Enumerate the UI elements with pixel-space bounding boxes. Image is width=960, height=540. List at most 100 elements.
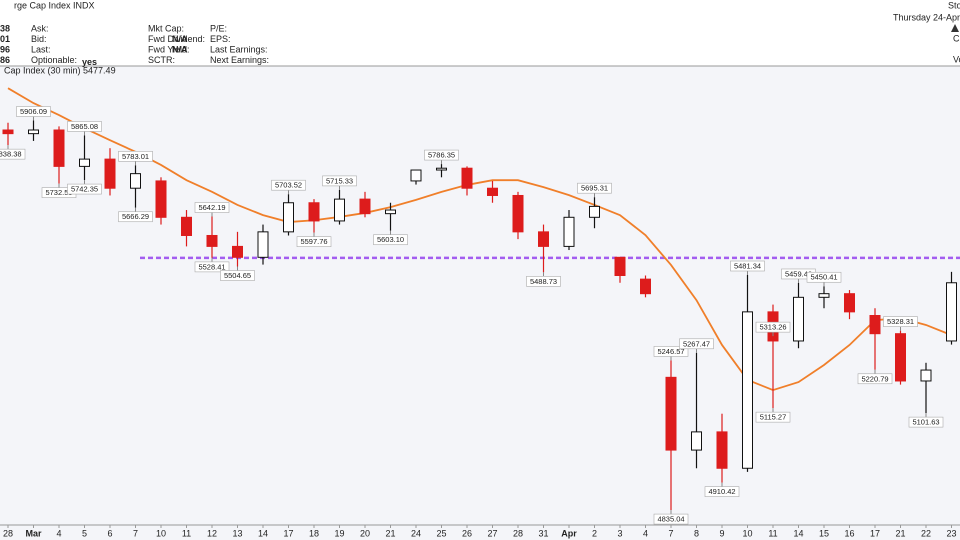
annotation-box	[194, 202, 230, 213]
price-annotation: 5597.76	[296, 232, 332, 247]
x-tick-label: 26	[462, 528, 472, 538]
candle-body	[512, 194, 524, 233]
candle-body	[461, 167, 473, 189]
x-tick-label: 28	[3, 528, 13, 538]
price-annotation: 5783.01	[118, 150, 153, 166]
x-tick-label: 10	[156, 528, 166, 538]
candle-body	[53, 129, 65, 167]
annotation-label: 5715.33	[326, 176, 353, 185]
quote-value: yes	[82, 57, 97, 67]
candle-body	[79, 158, 90, 167]
x-tick-label: 4	[56, 528, 61, 538]
price-annotation: 5313.26	[755, 321, 791, 337]
info-icon	[951, 24, 959, 32]
price-annotation: 5488.73	[526, 272, 561, 287]
x-tick-label: 14	[258, 528, 268, 538]
candle-body	[283, 202, 294, 233]
header-source: Sto	[948, 0, 960, 10]
annotation-box	[526, 276, 561, 287]
x-tick-label: 22	[921, 528, 931, 538]
annotation-label: 5246.57	[657, 347, 684, 356]
x-tick-label: 3	[617, 528, 622, 538]
candle-body	[104, 158, 116, 189]
annotation-box	[0, 148, 26, 160]
annotation-label: 5481.34	[734, 261, 761, 270]
x-tick-label: 14	[793, 528, 803, 538]
candle-body	[895, 333, 906, 382]
candle-body	[844, 293, 855, 313]
quote-label: P/E:	[210, 23, 227, 33]
candle-body	[818, 293, 830, 298]
quote-label: EPS:	[210, 34, 231, 44]
x-tick-label: 7	[668, 528, 673, 538]
x-tick-label: 8	[694, 528, 699, 538]
candle-body	[130, 173, 141, 189]
price-annotation: 5715.33	[322, 175, 357, 190]
x-tick-label: 31	[538, 528, 548, 538]
annotation-box	[424, 149, 459, 161]
annotation-box	[118, 211, 153, 223]
annotation-box	[755, 321, 791, 333]
annotation-box	[653, 513, 689, 525]
price-annotation: 4835.04	[653, 510, 689, 525]
candle-body	[742, 311, 753, 469]
annotation-label: 5783.01	[122, 152, 149, 161]
price-annotation: 5504.65	[220, 266, 255, 281]
quote-value: 86	[0, 55, 10, 65]
annotation-box	[16, 106, 51, 117]
price-annotation: 5742.35	[67, 180, 102, 195]
x-tick-label: 4	[643, 528, 648, 538]
candle-body	[155, 180, 167, 218]
annotation-label: 5695.31	[581, 184, 608, 193]
price-annotation: 5450.41	[806, 271, 842, 287]
x-tick-label: 5	[82, 528, 87, 538]
x-tick-label: 11	[182, 528, 191, 538]
quote-label: Next Earnings:	[210, 55, 269, 65]
x-tick-label: 27	[487, 528, 497, 538]
x-tick-label: Apr	[561, 528, 577, 538]
annotation-box	[577, 182, 612, 194]
quote-label: Ch	[953, 33, 960, 43]
annotation-box	[194, 261, 230, 273]
candle-body	[28, 129, 39, 135]
x-tick-label: 13	[232, 528, 242, 538]
annotation-label: 5838.38	[0, 150, 22, 159]
annotation-box	[908, 416, 944, 428]
price-annotation: 5220.79	[857, 369, 893, 385]
price-annotation: 5695.31	[577, 182, 612, 198]
candle-body	[181, 216, 192, 236]
annotation-label: 5328.31	[887, 317, 914, 326]
candle-body	[410, 169, 422, 182]
price-annotation: 5838.38	[0, 145, 26, 160]
candle-body	[691, 431, 702, 451]
quote-label: SCTR:	[148, 55, 175, 65]
x-tick-label: 7	[133, 528, 138, 538]
price-annotation: 5115.27	[755, 408, 791, 423]
price-annotation: 5703.52	[271, 179, 306, 195]
annotation-label: 5786.35	[428, 151, 455, 160]
annotation-label: 5865.08	[71, 122, 98, 131]
annotation-box	[67, 183, 102, 195]
x-tick-label: 20	[360, 528, 370, 538]
annotation-box	[704, 486, 740, 497]
candle-body	[334, 198, 345, 222]
annotation-box	[755, 411, 791, 423]
quote-label: Mkt Cap:	[148, 23, 184, 33]
annotation-box	[806, 271, 842, 283]
quote-value: 96	[0, 44, 10, 54]
quote-label: Fwd Yield:	[148, 44, 190, 54]
annotation-box	[373, 234, 408, 246]
candle-body	[640, 278, 651, 295]
candle-body	[359, 198, 371, 215]
annotation-label: 5603.10	[377, 235, 404, 244]
quote-label: Optionable:	[31, 55, 77, 65]
candle-body	[2, 129, 14, 135]
annotation-label: 5703.52	[275, 181, 302, 190]
quote-value: 38	[0, 23, 10, 33]
annotation-label: 5220.79	[861, 374, 888, 383]
x-tick-label: 15	[819, 528, 829, 538]
annotation-box	[296, 236, 332, 247]
header-date: Thursday 24-Apr-2	[893, 12, 960, 22]
